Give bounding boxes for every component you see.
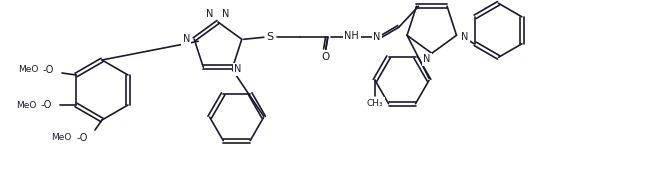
Text: MeO: MeO <box>16 100 36 110</box>
Text: N: N <box>423 54 430 64</box>
Text: -O: -O <box>76 133 88 143</box>
Text: N: N <box>234 64 242 74</box>
Text: CH₃: CH₃ <box>367 99 383 108</box>
Text: N: N <box>373 32 381 42</box>
Text: N: N <box>222 9 230 19</box>
Text: N: N <box>461 32 468 42</box>
Text: -O: -O <box>40 100 52 110</box>
Text: MeO: MeO <box>52 134 72 143</box>
Text: NH: NH <box>344 31 359 41</box>
Text: MeO: MeO <box>18 66 38 74</box>
Text: O: O <box>322 52 330 62</box>
Text: -O: -O <box>42 65 54 75</box>
Text: S: S <box>266 32 274 42</box>
Text: N: N <box>206 9 214 19</box>
Text: N: N <box>183 34 190 44</box>
